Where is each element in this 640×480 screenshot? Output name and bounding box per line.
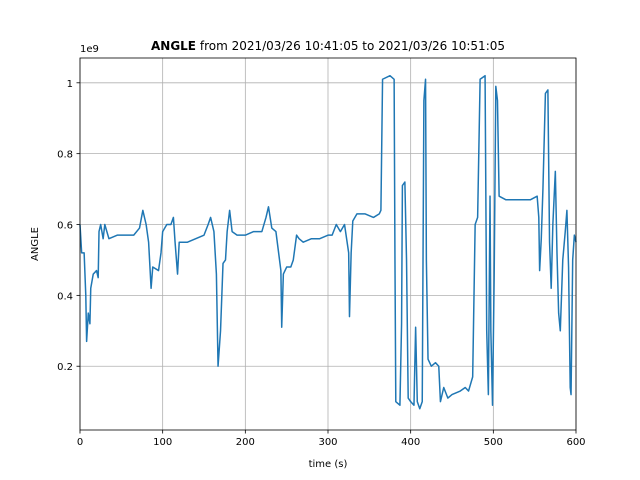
y-tick-label: 0.6 — [57, 221, 73, 232]
y-offset-label: 1e9 — [80, 44, 99, 55]
x-tick-label: 500 — [484, 437, 503, 448]
x-axis-label: time (s) — [309, 459, 348, 470]
x-tick-label: 0 — [77, 437, 83, 448]
data-line — [79, 74, 577, 410]
x-tick-label: 300 — [318, 437, 337, 448]
x-tick-label: 600 — [566, 437, 585, 448]
y-tick-label: 0.2 — [57, 362, 73, 373]
plot-frame — [79, 57, 577, 431]
x-tick-label: 100 — [153, 437, 172, 448]
title-bold: ANGLE — [151, 39, 196, 53]
x-tick-label: 200 — [236, 437, 255, 448]
title-rest: from 2021/03/26 10:41:05 to 2021/03/26 1… — [200, 39, 505, 53]
y-tick-label: 0.4 — [57, 291, 73, 302]
chart-title: ANGLE from 2021/03/26 10:41:05 to 2021/0… — [151, 39, 505, 53]
y-tick-label: 0.8 — [57, 150, 73, 161]
y-tick-label: 1 — [67, 79, 73, 90]
x-tick-label: 400 — [401, 437, 420, 448]
y-axis-label: ANGLE — [30, 227, 41, 261]
